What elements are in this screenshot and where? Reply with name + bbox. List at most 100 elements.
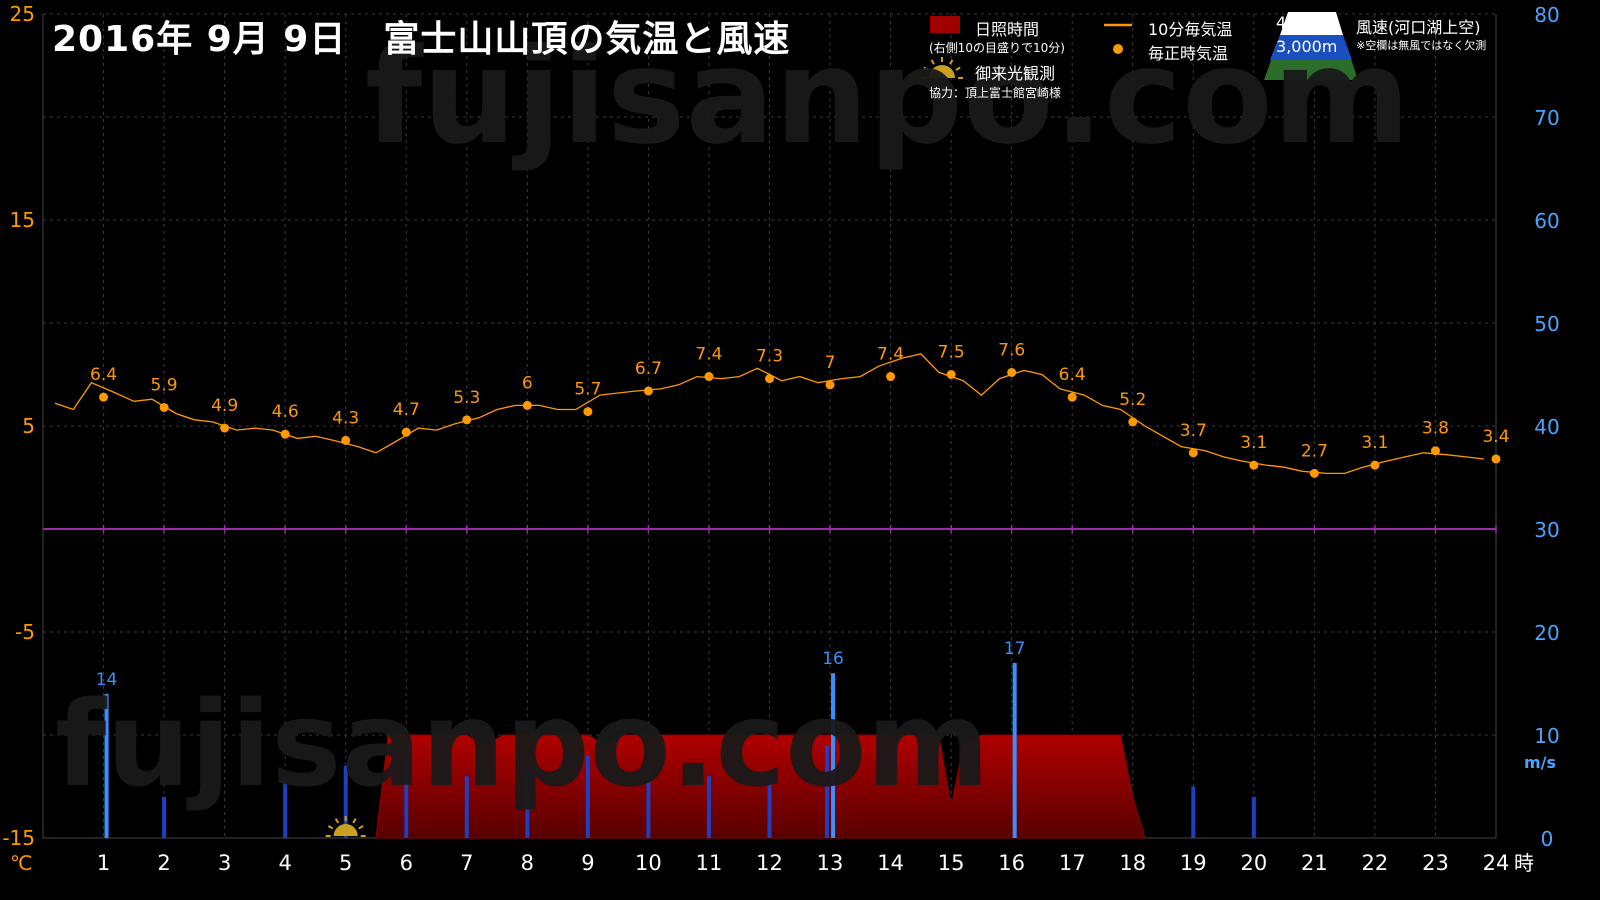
- hourly-temperature-label: 7.5: [938, 343, 965, 363]
- hourly-temperature-point: [1309, 468, 1319, 478]
- hourly-temperature-point: [1370, 460, 1380, 470]
- right-axis-tick-label: 70: [1534, 106, 1559, 130]
- x-axis-tick-label: 8: [521, 851, 534, 875]
- hourly-temperature-point: [1430, 446, 1440, 456]
- sunrise-icon-ray: [358, 825, 364, 830]
- x-axis-tick-label: 20: [1240, 851, 1267, 875]
- hourly-temperature-point: [886, 372, 896, 382]
- right-axis-tick-label: 80: [1534, 3, 1559, 27]
- hourly-temperature-label: 3.1: [1240, 433, 1267, 453]
- hourly-temperature-point: [643, 386, 653, 396]
- wind-4000m-bar: [104, 693, 109, 838]
- wind-3000m-bar: [706, 776, 711, 838]
- hourly-temperature-label: 4.9: [211, 396, 238, 416]
- hourly-temperature-point: [704, 372, 714, 382]
- hourly-temperature-label: 7: [825, 353, 836, 373]
- hourly-temperature-label: 7.4: [877, 345, 904, 365]
- hourly-temperature-label: 4.7: [393, 400, 420, 420]
- legend-credit: 協力：頂上富士館宮崎様: [929, 86, 1062, 100]
- x-axis-tick-label: 15: [938, 851, 965, 875]
- sunrise-icon: [333, 824, 358, 836]
- wind-4000m-label: 14: [96, 670, 118, 690]
- wind-3000m-bar: [464, 776, 469, 838]
- legend-sunshine-swatch: [930, 16, 960, 33]
- left-axis-tick-label: 25: [10, 2, 35, 26]
- hourly-temperature-point: [280, 429, 290, 439]
- hourly-temperature-point: [1007, 367, 1017, 377]
- hourly-temperature-label: 7.6: [998, 340, 1025, 360]
- watermark-top: fujisanpo.com: [365, 20, 1411, 174]
- legend-sunrise-icon: [929, 65, 955, 78]
- sunshine-area: [375, 734, 1146, 839]
- temperature-series: 6.4 5.9 4.9 4.6 4.3 4.7 5.3 6 5.7 6.7 7.4 7.3 7 7.4 7.…: [54, 340, 1510, 478]
- sunshine-area-path: [375, 734, 1146, 839]
- hourly-temperature-label: 5.9: [151, 375, 178, 395]
- hourly-temperature-point: [1188, 448, 1198, 458]
- legend-sunrise: 御来光観測: [975, 64, 1056, 83]
- x-axis-tick-label: 23: [1422, 851, 1449, 875]
- hourly-temperature-label: 4.3: [332, 408, 359, 428]
- hourly-temperature-label: 6.4: [90, 365, 117, 385]
- legend-sunrise-ray: [955, 66, 961, 71]
- hourly-temperature-label: 5.3: [453, 388, 480, 408]
- hourly-temperature-label: 3.7: [1180, 421, 1207, 441]
- x-axis-tick-label: 24: [1483, 851, 1510, 875]
- right-axis-unit: m/s: [1524, 753, 1556, 772]
- legend-hourly: 毎正時気温: [1148, 44, 1229, 63]
- legend-wind-note: ※空欄は無風ではなく欠測: [1356, 39, 1487, 52]
- left-axis-tick-label: -15: [2, 826, 35, 850]
- mountain-icon-blue: [1270, 35, 1352, 60]
- right-axis-tick-label: 30: [1534, 518, 1559, 542]
- legend-sunrise-ray: [930, 59, 935, 65]
- x-axis-tick-label: 11: [696, 851, 723, 875]
- right-axis-tick-label: 10: [1534, 724, 1559, 748]
- x-axis-tick-label: 14: [877, 851, 904, 875]
- wind-3000m-bar: [767, 776, 772, 838]
- x-axis-label: 時: [1514, 851, 1534, 875]
- legend-temp10: 10分毎気温: [1148, 20, 1233, 39]
- wind-3000m-bar: [1251, 796, 1256, 838]
- wind-3000m-bar: [825, 745, 830, 838]
- x-axis-tick-label: 18: [1119, 851, 1146, 875]
- right-axis-tick-label: 50: [1534, 312, 1559, 336]
- x-axis-tick-label: 4: [278, 851, 291, 875]
- hourly-temperature-label: 6: [522, 373, 533, 393]
- wind-3000m-bar: [404, 755, 409, 838]
- x-axis-tick-label: 5: [339, 851, 352, 875]
- wind-3000m-bar: [343, 765, 348, 838]
- x-axis-tick-label: 9: [581, 851, 594, 875]
- right-axis-tick-label: 20: [1534, 621, 1559, 645]
- legend-alt4000: 4,000m: [1276, 13, 1338, 32]
- x-axis-tick-label: 3: [218, 851, 231, 875]
- hourly-temperature-point: [522, 400, 532, 410]
- sunrise-icon-ray: [334, 818, 340, 824]
- right-axis-tick-label: 60: [1534, 209, 1559, 233]
- x-axis-tick-label: 6: [400, 851, 413, 875]
- wind-bars: 14 16 17: [96, 639, 1256, 838]
- hourly-temperature-label: 3.4: [1482, 427, 1509, 447]
- x-axis-tick-label: 22: [1362, 851, 1389, 875]
- hourly-temperature-label: 3.8: [1422, 419, 1449, 439]
- x-axis-tick-label: 1: [97, 851, 110, 875]
- wind-3000m-bar: [646, 765, 651, 838]
- wind-4000m-label: 17: [1004, 639, 1026, 659]
- hourly-temperature-label: 5.7: [574, 380, 601, 400]
- hourly-temperature-label: 7.3: [756, 347, 783, 367]
- right-axis-tick-label: 0: [1541, 827, 1554, 851]
- hourly-temperature-label: 5.2: [1119, 390, 1146, 410]
- legend-sunrise-ray: [949, 59, 954, 65]
- hourly-temperature-label: 6.7: [635, 359, 662, 379]
- hourly-temperature-point: [341, 435, 351, 445]
- wind-3000m-bar: [585, 755, 590, 838]
- legend-icons: [921, 12, 1358, 80]
- x-axis-tick-label: 12: [756, 851, 783, 875]
- hourly-temperature-point: [1249, 460, 1259, 470]
- x-axis-tick-label: 2: [157, 851, 170, 875]
- left-axis-tick-label: 5: [22, 414, 35, 438]
- hourly-temperature-point: [220, 423, 230, 433]
- sunrise-icon-ray: [327, 825, 334, 830]
- sunrise-icon-ray: [352, 818, 357, 824]
- wind-3000m-bar: [1191, 786, 1196, 838]
- watermark-bottom: fujisanpo.com: [55, 675, 990, 813]
